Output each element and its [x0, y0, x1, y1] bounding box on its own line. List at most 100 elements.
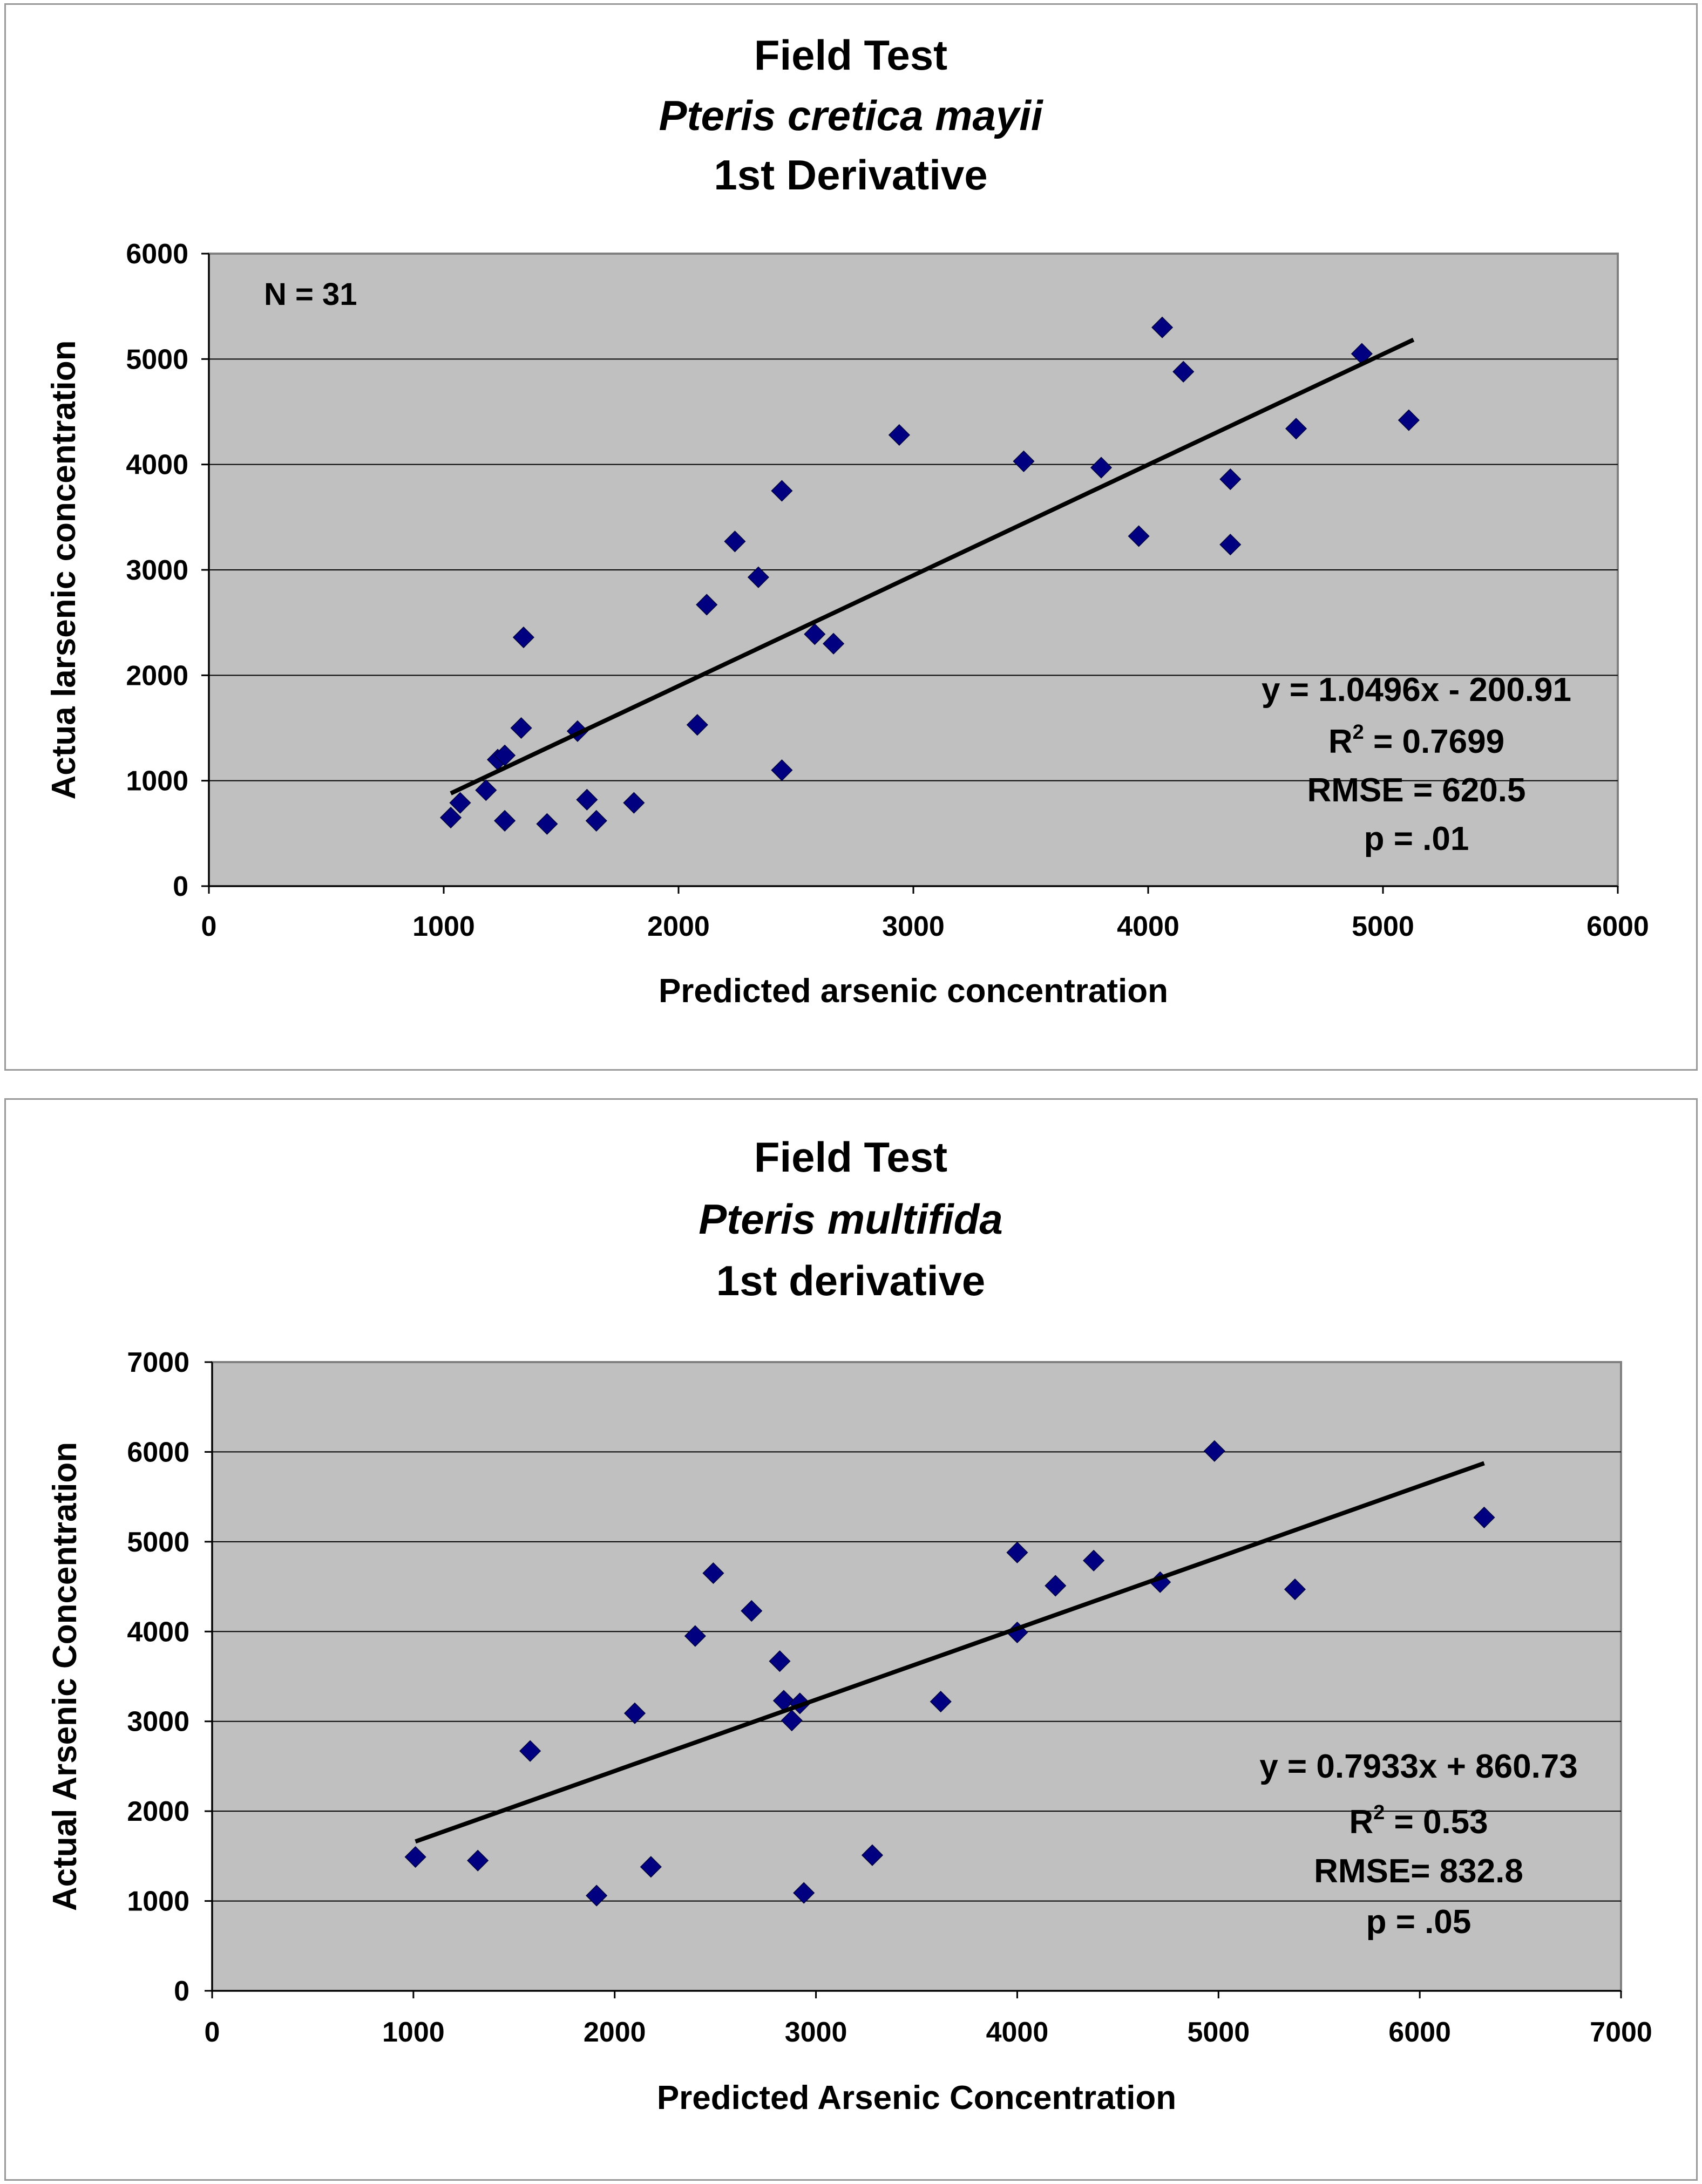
- y-tick-label: 2000: [127, 1796, 189, 1827]
- data-point: [1013, 450, 1035, 472]
- r-squared-superscript: 2: [1353, 721, 1364, 744]
- y-tick-label: 6000: [127, 1437, 189, 1468]
- data-point: [684, 1625, 706, 1647]
- data-point: [536, 813, 558, 835]
- y-tick-label: 2000: [126, 660, 188, 691]
- data-point: [640, 1856, 662, 1878]
- data-point: [1203, 1440, 1225, 1462]
- x-tick-label: 1000: [382, 2017, 445, 2048]
- data-point: [1285, 418, 1307, 440]
- x-tick-label: 6000: [1388, 2017, 1451, 2048]
- data-point: [449, 792, 471, 814]
- r-squared-value: = 0.53: [1385, 1804, 1488, 1841]
- p-value-label: p = .01: [1364, 820, 1469, 858]
- plot-area: [211, 1361, 1622, 1992]
- data-point: [576, 788, 598, 811]
- data-point: [793, 1882, 815, 1904]
- data-point: [1172, 360, 1195, 383]
- x-axis-label: Predicted arsenic concentration: [659, 972, 1168, 1010]
- y-tick-label: 7000: [127, 1347, 189, 1378]
- data-point: [781, 1709, 803, 1732]
- r-squared-label: R2 = 0.7699: [1328, 721, 1504, 760]
- data-point: [1151, 316, 1174, 338]
- x-tick-label: 0: [201, 911, 217, 942]
- rmse-label: RMSE = 620.5: [1307, 772, 1526, 809]
- sample-size-label: N = 31: [264, 277, 357, 312]
- trendline: [415, 1461, 1485, 1844]
- chart-panel-2: Field Test Pteris multifida 1st derivative…: [4, 1098, 1698, 2181]
- data-point: [623, 1702, 646, 1724]
- x-tick-label: 2000: [647, 911, 710, 942]
- r-squared-label: R2 = 0.53: [1349, 1801, 1488, 1841]
- data-point: [741, 1600, 763, 1622]
- data-point: [769, 1650, 791, 1672]
- x-tick-label: 5000: [1352, 911, 1414, 942]
- data-point: [494, 809, 516, 832]
- p-value-label: p = .05: [1366, 1903, 1472, 1941]
- x-tick-label: 1000: [412, 911, 475, 942]
- chart-subtitle-method: 1st Derivative: [714, 151, 987, 199]
- x-tick-label: 3000: [785, 2017, 847, 2048]
- y-tick-label: 0: [173, 871, 188, 902]
- chart-subtitle-method: 1st derivative: [716, 1257, 986, 1304]
- data-point: [1219, 534, 1242, 556]
- data-point: [404, 1846, 426, 1868]
- data-point: [623, 792, 645, 814]
- x-tick-label: 0: [205, 2017, 220, 2048]
- data-point: [519, 1740, 541, 1762]
- data-point: [1090, 457, 1113, 479]
- data-point: [724, 530, 746, 553]
- r-squared-superscript: 2: [1373, 1801, 1385, 1824]
- data-point: [475, 779, 497, 801]
- data-point: [1219, 468, 1242, 491]
- chart-title: Field Test: [754, 1133, 947, 1181]
- data-point: [512, 626, 534, 649]
- data-point: [1398, 409, 1420, 431]
- y-axis-label: Actua larsenic concentration: [45, 340, 83, 799]
- y-tick-label: 1000: [127, 1886, 189, 1917]
- x-tick-label: 3000: [882, 911, 945, 942]
- data-point: [686, 714, 708, 736]
- data-point: [861, 1844, 884, 1866]
- data-point: [1284, 1579, 1306, 1601]
- data-point: [1006, 1541, 1028, 1563]
- x-axis-label: Predicted Arsenic Concentration: [657, 2079, 1176, 2117]
- y-tick-label: 5000: [127, 1527, 189, 1558]
- x-tick-label: 4000: [986, 2017, 1049, 2048]
- r-squared-symbol: R: [1349, 1804, 1373, 1841]
- x-tick-label: 5000: [1187, 2017, 1250, 2048]
- r-squared-symbol: R: [1328, 723, 1353, 760]
- regression-equation: y = 1.0496x - 200.91: [1262, 671, 1571, 709]
- data-point: [439, 806, 462, 829]
- data-point: [585, 809, 607, 832]
- chart-panel-1: Field Test Pteris cretica mayii 1st Deriva…: [4, 3, 1698, 1071]
- trendline: [450, 337, 1415, 795]
- y-tick-label: 3000: [127, 1706, 189, 1738]
- regression-equation: y = 0.7933x + 860.73: [1259, 1748, 1578, 1785]
- x-tick-label: 2000: [584, 2017, 646, 2048]
- y-tick-label: 3000: [126, 555, 188, 586]
- r-squared-value: = 0.7699: [1364, 723, 1504, 760]
- data-point: [823, 632, 845, 655]
- y-tick-label: 0: [174, 1976, 189, 2007]
- y-tick-label: 5000: [126, 344, 188, 375]
- chart-title: Field Test: [754, 31, 947, 79]
- data-point: [586, 1884, 608, 1907]
- data-point: [804, 623, 826, 645]
- y-tick-label: 6000: [126, 239, 188, 270]
- rmse-label: RMSE= 832.8: [1314, 1853, 1523, 1890]
- y-tick-label: 1000: [126, 766, 188, 797]
- data-point: [510, 717, 532, 739]
- scatter-chart-2: Field Test Pteris multifida 1st derivative…: [46, 1133, 1652, 2117]
- data-point: [696, 594, 718, 616]
- data-point: [888, 424, 910, 446]
- chart-subtitle-species: Pteris multifida: [699, 1195, 1002, 1243]
- y-axis-label: Actual Arsenic Concentration: [46, 1442, 84, 1911]
- y-tick-label: 4000: [126, 450, 188, 481]
- data-point: [930, 1691, 952, 1713]
- data-point: [1083, 1549, 1105, 1571]
- x-tick-label: 7000: [1590, 2017, 1652, 2048]
- data-point: [702, 1562, 724, 1584]
- data-point: [1045, 1575, 1067, 1597]
- y-tick-label: 4000: [127, 1616, 189, 1648]
